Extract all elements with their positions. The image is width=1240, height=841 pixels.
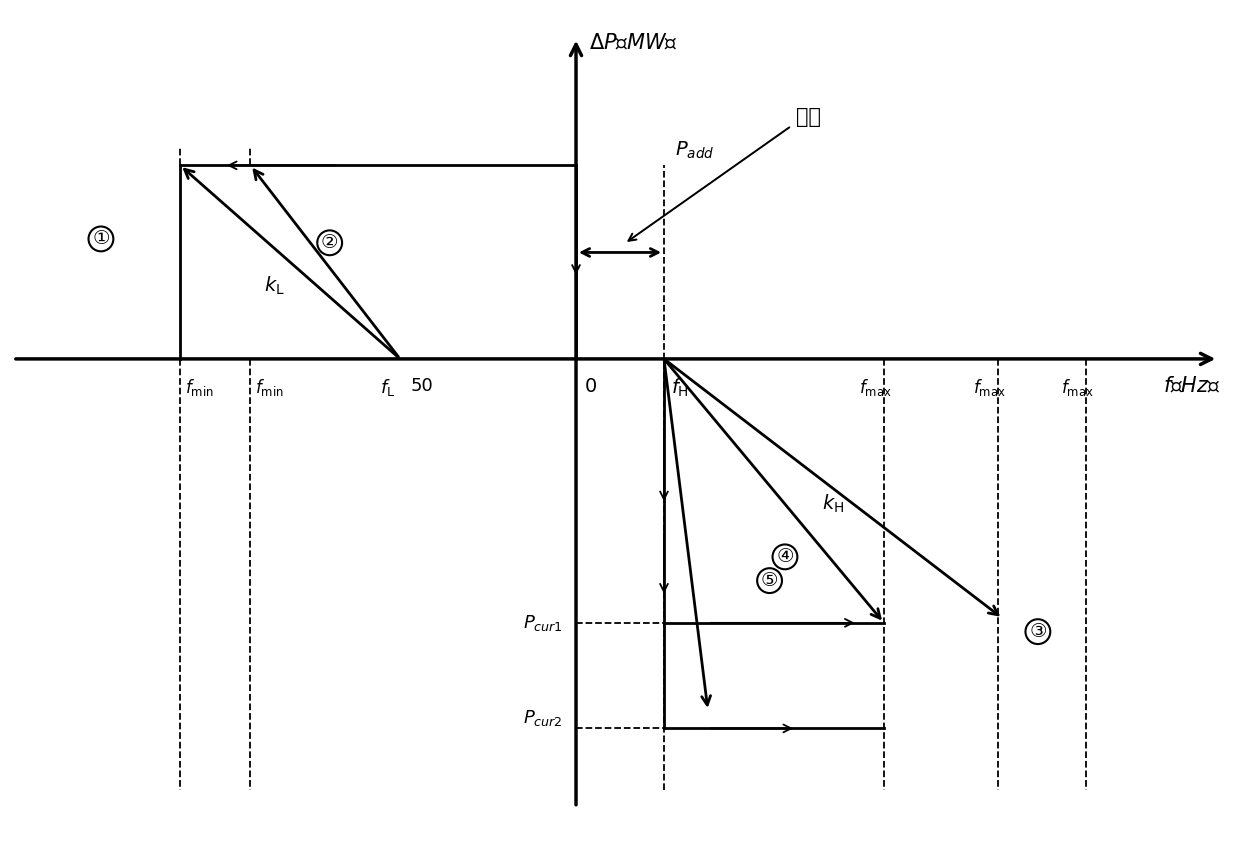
Text: $P_{add}$: $P_{add}$ [675,140,714,161]
Text: $k_\mathrm{H}$: $k_\mathrm{H}$ [822,493,844,516]
Text: 0: 0 [585,377,596,395]
Text: ②: ② [321,233,339,252]
Text: $\Delta P$（MW）: $\Delta P$（MW） [589,34,678,54]
Text: ①: ① [92,230,109,248]
Text: $f_\mathrm{min}$: $f_\mathrm{min}$ [185,377,213,398]
Text: 50: 50 [410,377,433,394]
Text: $f_\mathrm{max}$: $f_\mathrm{max}$ [973,377,1006,398]
Text: ④: ④ [776,547,794,566]
Text: $f_\mathrm{H}$: $f_\mathrm{H}$ [671,377,688,399]
Text: $f$（Hz）: $f$（Hz） [1163,377,1220,397]
Text: 死区: 死区 [796,107,821,127]
Text: $f_\mathrm{max}$: $f_\mathrm{max}$ [859,377,892,398]
Text: $f_\mathrm{max}$: $f_\mathrm{max}$ [1061,377,1094,398]
Text: $k_\mathrm{L}$: $k_\mathrm{L}$ [264,274,284,297]
Text: $f_\mathrm{L}$: $f_\mathrm{L}$ [381,377,396,398]
Text: ⑤: ⑤ [761,571,779,590]
Text: $P_{cur2}$: $P_{cur2}$ [523,708,563,728]
Text: ③: ③ [1029,622,1047,641]
Text: $P_{cur1}$: $P_{cur1}$ [523,613,563,632]
Text: $f_\mathrm{min}$: $f_\mathrm{min}$ [255,377,284,398]
